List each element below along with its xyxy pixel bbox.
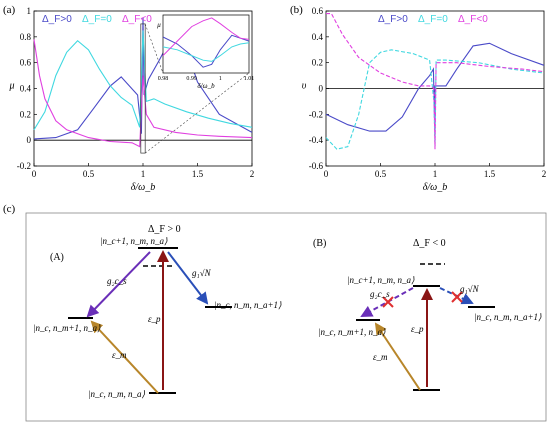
coupling-b-ep: ε_p: [411, 324, 424, 334]
b-series-1-line: [325, 49, 545, 150]
state-a-top: |n_c+1, n_m, n_a⟩: [100, 236, 168, 246]
a-series-2-line: [33, 39, 253, 148]
coupling-a-g2: g₂c_s: [107, 276, 127, 286]
b-ytick-label: -0.4: [309, 135, 324, 145]
a-series-1-line: [33, 30, 253, 131]
b-xlabel: δ/ω_b: [423, 182, 448, 193]
state-b-right: |n_c, n_m, n_a+1⟩: [474, 312, 542, 322]
b-ytick-label: 0.4: [312, 32, 324, 42]
a-inset-ylabel: μ: [157, 21, 161, 29]
a-xtick-label: 1.5: [192, 169, 204, 179]
a-inset-xtick-label: 1: [219, 76, 222, 82]
a-ytick-label: 0: [27, 135, 32, 145]
state-b-left: |n_c, n_m+1, n_a⟩: [318, 327, 386, 337]
a-xtick-label: 1: [141, 169, 146, 179]
panel-c-label: (c): [3, 203, 16, 215]
a-legend-entry: Δ_F<0: [122, 14, 152, 25]
cross-b-g1-icon: [451, 291, 463, 303]
b-xtick-label: 2: [542, 169, 547, 179]
state-a-right: |n_c, n_m, n_a+1⟩: [214, 300, 282, 310]
panel-b-label: (b): [290, 4, 303, 16]
coupling-a-ep: ε_p: [148, 314, 161, 324]
b-xtick-label: 1: [433, 169, 438, 179]
b-ytick-label: 0.2: [312, 58, 323, 68]
a-inset-xtick-label: 1.01: [244, 76, 255, 82]
arrow-a-em: [90, 320, 159, 394]
a-legend-entry: Δ_F=0: [82, 14, 112, 25]
a-inset-xtick-label: 0.99: [186, 76, 197, 82]
coupling-b-em: ε_m: [373, 352, 388, 362]
b-ytick-label: -0.2: [309, 109, 323, 119]
a-inset-connector: [144, 72, 250, 154]
b-ytick-label: -0.6: [309, 161, 324, 171]
b-ylabel: υ: [302, 81, 307, 92]
a-zoom-box: [140, 23, 146, 154]
cross-b-g2-icon: [382, 296, 394, 308]
a-inset-series-0-line: [162, 34, 250, 68]
chart-b: 0 0.5 1 1.5 2 -0.6 -0.4 -0.2 0 0.2 0.4 0.6 δ/ω_b υ Δ_F…: [302, 6, 547, 193]
a-xtick-label: 0.5: [83, 169, 95, 179]
a-ytick-label: -0.2: [17, 161, 31, 171]
chart-a: 0 0.5 1 1.5 2-0.200.20.40.60.81δ/ω_bμΔ_F>0 Δ_…: [8, 6, 254, 193]
a-ytick-label: 1: [27, 6, 32, 16]
b-legend-entry: Δ_F=0: [418, 14, 448, 25]
diagram-a-label: (A): [50, 252, 64, 263]
coupling-b-g1: g₁√N: [460, 284, 480, 294]
b-xtick-label: 1.5: [484, 169, 496, 179]
arrow-a-g2: [86, 251, 151, 318]
arrow-a-g1: [167, 251, 209, 305]
diagram-b-label: (B): [313, 238, 326, 249]
a-inset-series-2-line: [162, 17, 250, 56]
a-inset-xlabel: δ/ω_b: [197, 82, 215, 90]
a-inset-frame: [162, 14, 250, 74]
coupling-a-g1: g₁√N: [192, 268, 212, 278]
a-ytick-label: 0.4: [20, 84, 32, 94]
b-xtick-label: 0.5: [375, 169, 387, 179]
a-ytick-label: 0.6: [20, 58, 32, 68]
panel-c-diagram: (A) Δ_F > 0 |n_c+1, n_m, n_a⟩ |n_c, n_m+…: [25, 212, 547, 422]
a-legend-entry: Δ_F>0: [42, 14, 72, 25]
b-ytick-label: 0.6: [312, 6, 324, 16]
state-a-left: |n_c, n_m+1, n_a⟩: [33, 323, 101, 333]
b-legend-entry: Δ_F>0: [378, 14, 408, 25]
state-b-top: |n_c+1, n_m, n_a⟩: [347, 275, 415, 285]
panel-c-frame: [25, 212, 547, 422]
a-inset-connector: [144, 23, 164, 74]
b-series-2-line: [326, 13, 545, 150]
a-xtick-label: 0: [32, 169, 37, 179]
b-xtick-label: 0: [324, 169, 329, 179]
b-ytick-label: 0: [319, 84, 324, 94]
a-ylabel: μ: [8, 81, 14, 92]
coupling-a-em: ε_m: [112, 350, 127, 360]
diagram-b-condition: Δ_F < 0: [413, 238, 446, 249]
b-legend-entry: Δ_F<0: [458, 14, 488, 25]
arrow-b-g2: [360, 287, 414, 317]
state-a-bottom: |n_c, n_m, n_a⟩: [88, 389, 145, 399]
a-xtick-label: 2: [250, 169, 255, 179]
coupling-b-g2: g₂c_s: [370, 289, 390, 299]
diagram-a-condition: Δ_F > 0: [148, 224, 181, 235]
arrow-b-em: [374, 322, 421, 391]
a-ytick-label: 0.2: [20, 109, 31, 119]
panel-a-label: (a): [3, 4, 16, 16]
a-ytick-label: 0.8: [20, 32, 32, 42]
a-inset-series-1-line: [162, 42, 250, 62]
a-xlabel: δ/ω_b: [131, 182, 156, 193]
a-inset-xtick-label: 0.98: [158, 76, 169, 82]
